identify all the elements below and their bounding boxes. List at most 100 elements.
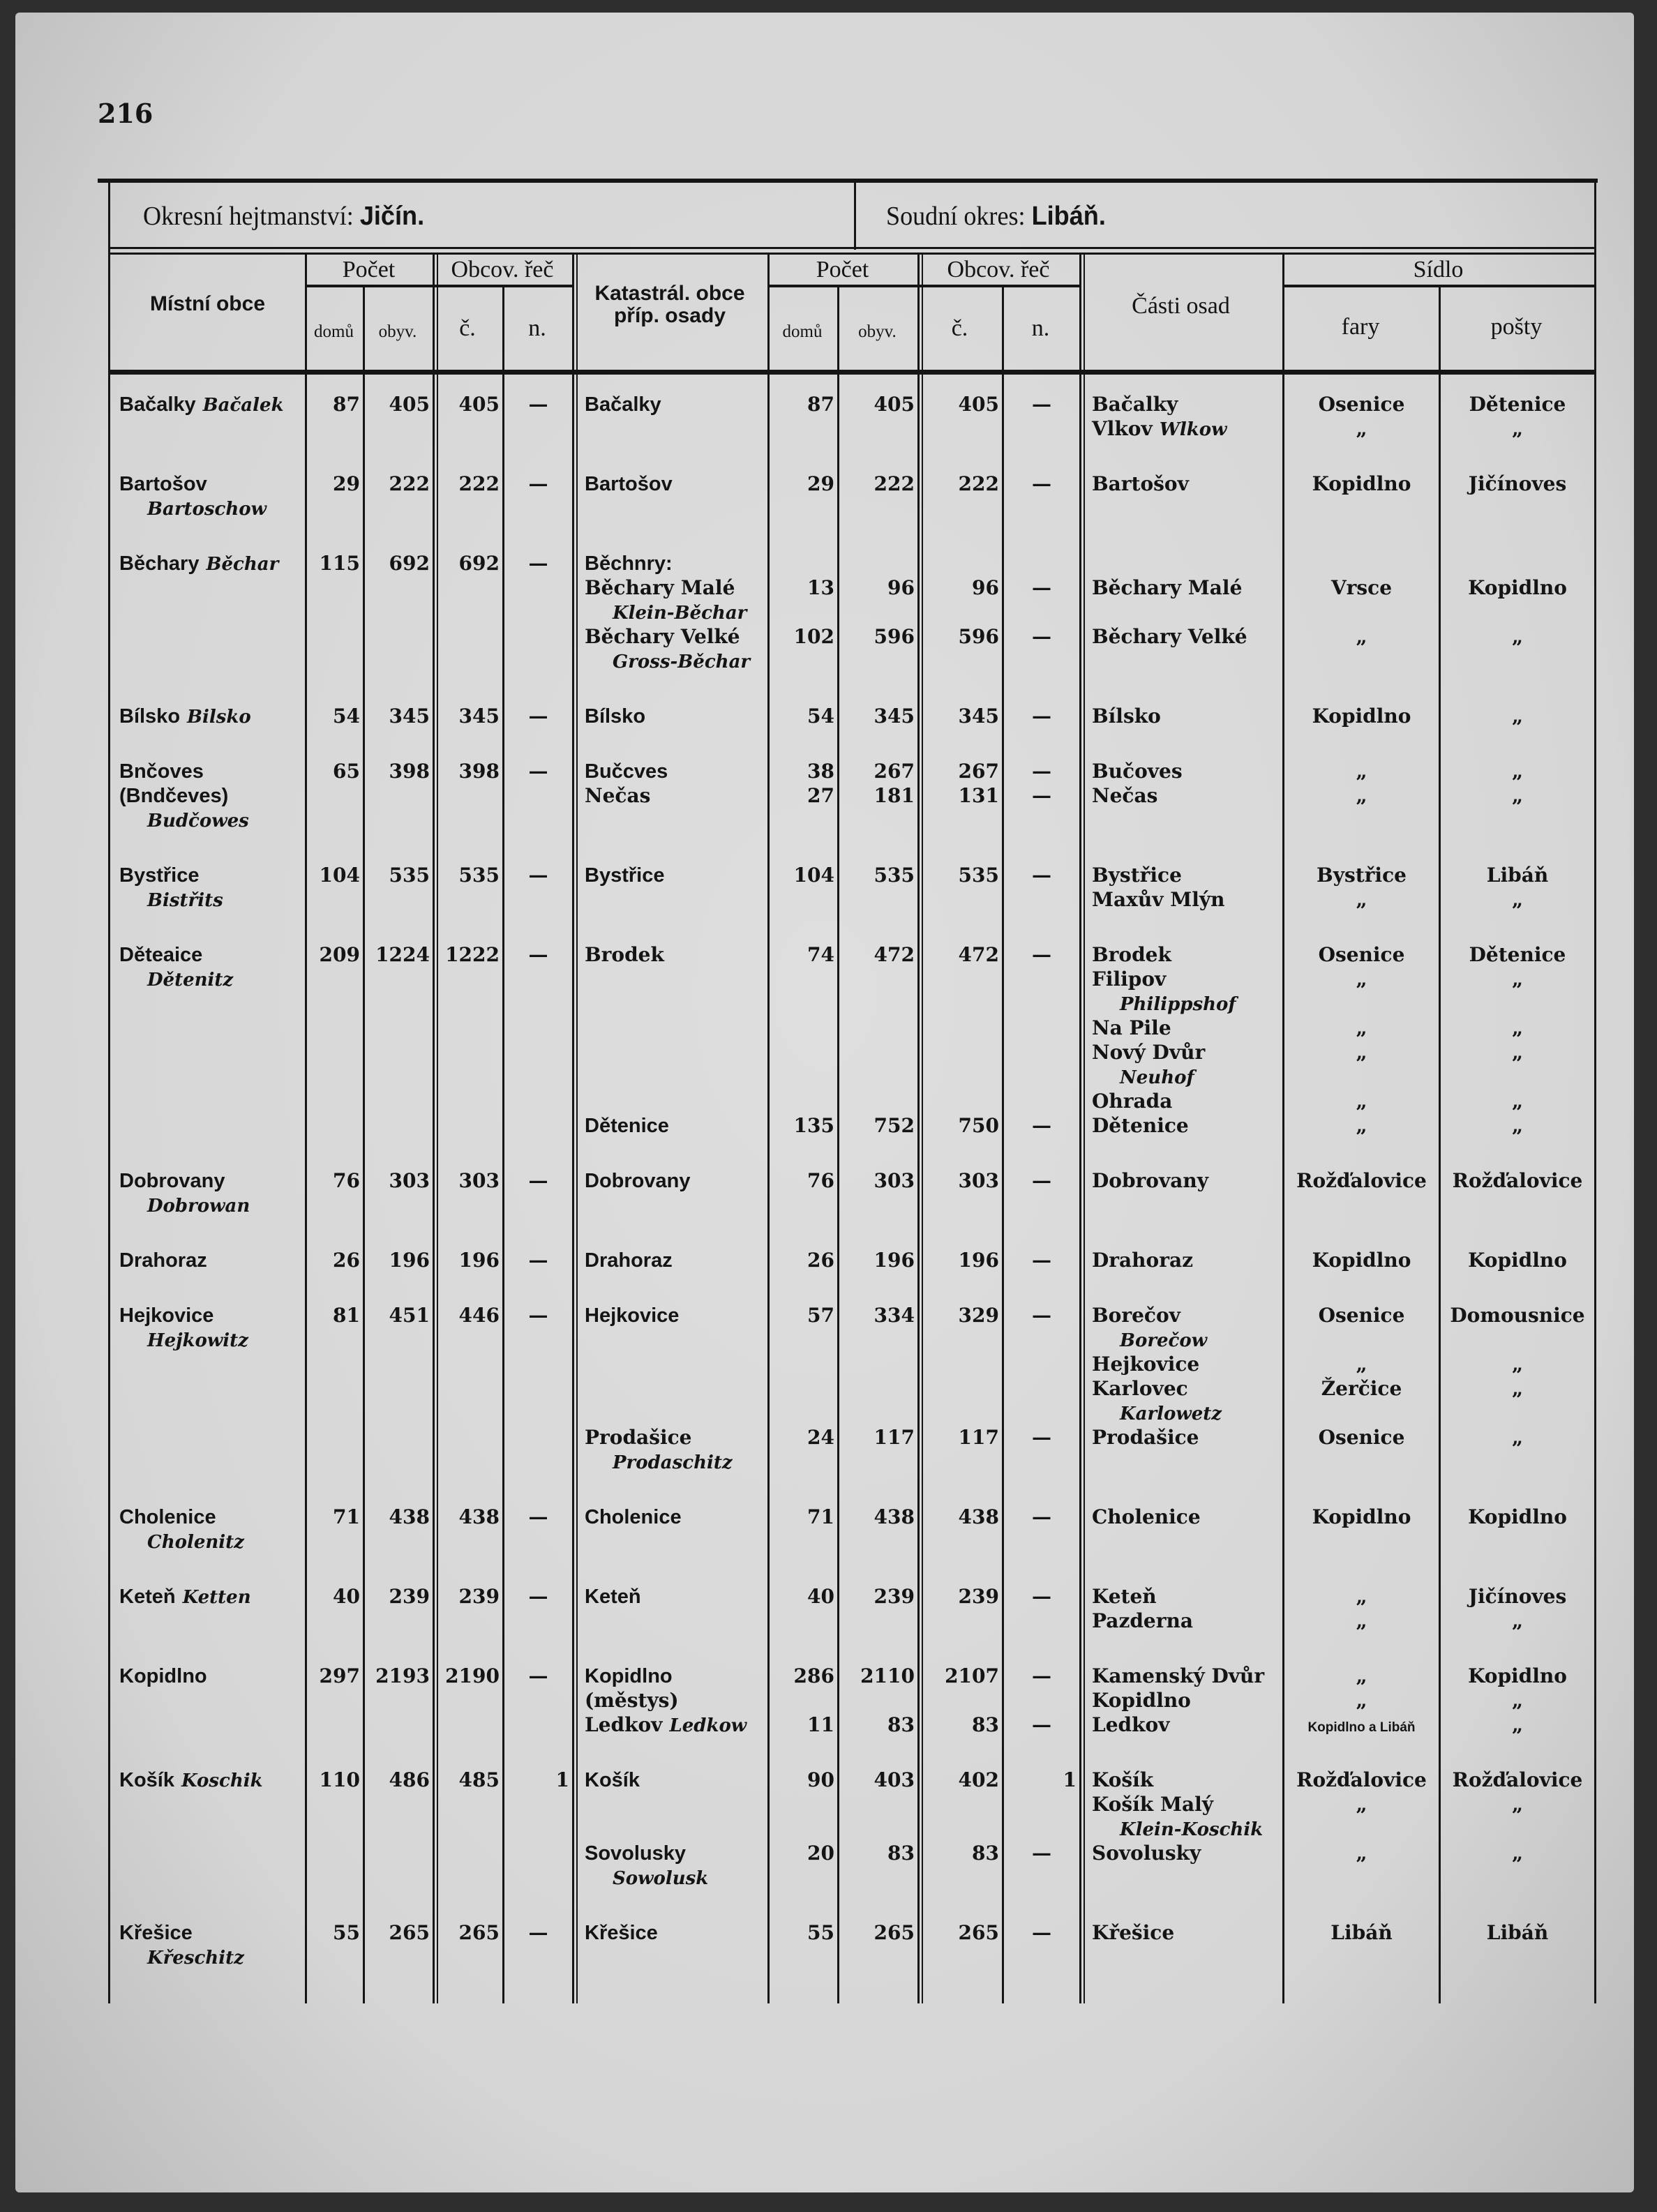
cell-text: 55 xyxy=(807,1921,834,1944)
table-cell-kat-rec-c: 222 xyxy=(923,472,1002,496)
table-cell-kat-rec-n: 1 xyxy=(1004,1768,1079,1792)
cell-text: „ xyxy=(1356,1353,1367,1376)
table-cell-obyv: 2193 xyxy=(365,1664,433,1688)
place-name-bold: Bartošov xyxy=(119,473,207,495)
cell-text: 96 xyxy=(887,576,915,599)
table-cell-kat-obyv: 405 xyxy=(839,392,917,416)
cell-text: Rožďalovice xyxy=(1296,1768,1427,1791)
german-name: Dobrowan xyxy=(147,1196,250,1217)
cell-text: Kopidlno xyxy=(1312,472,1411,495)
table-cell-fara: Kopidlno xyxy=(1284,472,1439,496)
german-name: Hejkowitz xyxy=(147,1330,248,1351)
cell-text: „ xyxy=(1356,1842,1367,1865)
german-name: Gross-Běchar xyxy=(613,652,751,672)
cell-text: — xyxy=(528,1585,548,1608)
table-cell-domu: 115 xyxy=(307,551,363,575)
cell-text: „ xyxy=(1511,784,1524,807)
table-cell-katastr: Bystřice xyxy=(578,863,774,887)
table-cell-katastr: Klein-Běchar xyxy=(578,600,774,624)
cell-text: 76 xyxy=(807,1169,834,1192)
table-cell-obec: Kopidlno xyxy=(112,1664,312,1688)
cell-text: „ xyxy=(1511,1713,1524,1736)
column-rule xyxy=(572,255,574,2003)
table-cell-rec-c: 265 xyxy=(438,1920,502,1945)
cell-text: 40 xyxy=(333,1585,360,1608)
cell-text: — xyxy=(528,1921,548,1944)
table-cell-katastr: Keteň xyxy=(578,1584,774,1609)
table-cell-posta: „ xyxy=(1441,1040,1594,1064)
table-cell-obec: Budčowes xyxy=(112,808,312,832)
table-cell-obyv: 451 xyxy=(365,1303,433,1327)
table-cell-rec-c: 1222 xyxy=(438,942,502,967)
table-cell-cast-osady: Drahoraz xyxy=(1085,1248,1289,1272)
table-cell-kat-rec-n: — xyxy=(1004,1664,1079,1688)
cell-text: 104 xyxy=(793,864,834,887)
column-header-posty: pošty xyxy=(1490,314,1543,340)
cell-text: Filipov xyxy=(1092,968,1167,991)
cell-text: 692 xyxy=(389,552,430,575)
cell-text: 76 xyxy=(333,1169,360,1192)
cell-text: 181 xyxy=(874,784,915,807)
table-cell-fara: „ xyxy=(1284,759,1439,783)
table-cell-fara: „ xyxy=(1284,416,1439,441)
place-name-bold: Děteaice xyxy=(119,944,203,966)
place-name-bold: Cholenice xyxy=(585,1506,682,1528)
table-cell-obec: Bartošov xyxy=(112,472,312,496)
table-cell-posta: Domousnice xyxy=(1441,1303,1594,1327)
cell-text: Rožďalovice xyxy=(1452,1768,1583,1791)
table-cell-fara: „ xyxy=(1284,1688,1439,1713)
table-cell-fara: „ xyxy=(1284,1609,1439,1633)
table-cell-kat-obyv: 345 xyxy=(839,704,917,728)
table-cell-cast-osady: Vlkov Wlkow xyxy=(1085,416,1289,441)
cell-text: „ xyxy=(1511,417,1524,440)
table-cell-domu: 26 xyxy=(307,1248,363,1272)
cell-text: 209 xyxy=(319,943,360,966)
cell-text: — xyxy=(528,1249,548,1272)
group-rule xyxy=(1282,285,1594,287)
cell-text: 1222 xyxy=(445,943,500,966)
table-cell-cast-osady: Běchary Velké xyxy=(1085,624,1289,649)
table-cell-cast-osady: Philippshof xyxy=(1085,991,1289,1016)
table-cell-kat-domu: 24 xyxy=(770,1425,837,1450)
cell-text: 239 xyxy=(389,1585,430,1608)
table-cell-kat-domu: 54 xyxy=(770,704,837,728)
cell-text: „ xyxy=(1511,1353,1524,1376)
cell-text: 2107 xyxy=(945,1664,999,1687)
german-name: Neuhof xyxy=(1120,1067,1194,1088)
cell-text: Ledkov xyxy=(585,1713,663,1736)
cell-text: — xyxy=(528,1169,548,1192)
column-rule-double xyxy=(922,255,923,2003)
table-cell-fara: Vrsce xyxy=(1284,575,1439,600)
cell-text: 535 xyxy=(389,864,430,887)
cell-text: „ xyxy=(1356,784,1367,807)
table-cell-katastr: Gross-Běchar xyxy=(578,649,774,673)
table-cell-kat-domu: 102 xyxy=(770,624,837,649)
cell-text: „ xyxy=(1511,1842,1524,1865)
cell-text: 57 xyxy=(807,1304,834,1327)
table-cell-cast-osady: Košík Malý xyxy=(1085,1792,1289,1816)
cell-text: Vlkov xyxy=(1092,417,1153,440)
cell-text: Prodašice xyxy=(1092,1426,1199,1449)
place-name-bold: Drahoraz xyxy=(585,1249,673,1272)
cell-text: 239 xyxy=(874,1585,915,1608)
cell-text: — xyxy=(1032,705,1051,728)
table-cell-kat-domu: 90 xyxy=(770,1768,837,1792)
cell-text: 239 xyxy=(458,1585,500,1608)
page xyxy=(15,13,1634,2192)
court-heading: Soudní okres: Libáň. xyxy=(886,201,1106,232)
table-cell-cast-osady: Běchary Malé xyxy=(1085,575,1289,600)
cell-text: Maxův Mlýn xyxy=(1092,888,1225,911)
table-cell-kat-rec-n: — xyxy=(1004,1713,1079,1737)
table-cell-fara: Osenice xyxy=(1284,942,1439,967)
cell-text: 222 xyxy=(958,472,999,495)
column-header-domu2: domů xyxy=(782,322,823,341)
cell-text: Jičínoves xyxy=(1468,1585,1567,1608)
table-cell-fara: Libáň xyxy=(1284,1920,1439,1945)
cell-text: Kopidlno a Libáň xyxy=(1307,1720,1416,1735)
cell-text: 535 xyxy=(874,864,915,887)
table-cell-kat-obyv: 334 xyxy=(839,1303,917,1327)
table-cell-rec-n: — xyxy=(504,472,572,496)
table-cell-kat-domu: 20 xyxy=(770,1841,837,1865)
cell-text: Košík xyxy=(1092,1768,1154,1791)
table-cell-cast-osady: Ledkov xyxy=(1085,1713,1289,1737)
